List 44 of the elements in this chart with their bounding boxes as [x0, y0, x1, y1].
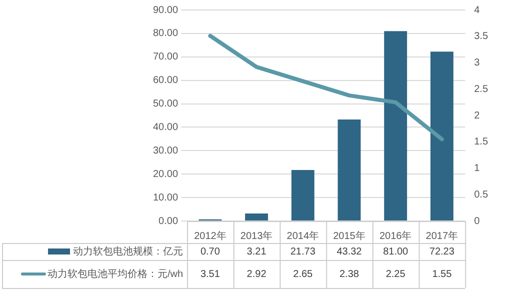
x-tick-label: 2014年 [286, 230, 320, 242]
data-label: 81.00 [383, 246, 409, 258]
y2-tick-label: 2.5 [474, 84, 488, 95]
y-tick-label: 30.00 [152, 145, 178, 156]
data-label: 3.21 [246, 246, 267, 258]
y-tick-label: 70.00 [152, 52, 178, 63]
x-tick-label: 2017年 [426, 230, 458, 242]
x-tick-label: 2013年 [240, 230, 273, 242]
y-tick-label: 20.00 [152, 168, 178, 180]
x-tick-label: 2012年 [194, 230, 226, 242]
y-tick-label: 80.00 [152, 28, 178, 40]
data-label: 0.70 [200, 246, 220, 258]
bar [338, 119, 361, 220]
y2-tick-label: 0 [474, 216, 480, 227]
data-label: 43.32 [336, 246, 362, 258]
data-label: 3.51 [200, 268, 220, 280]
legend-label: 动力软包电池平均价格：元/wh [47, 268, 184, 280]
x-tick-label: 2016年 [379, 230, 412, 242]
y2-tick-label: 1.5 [474, 136, 488, 148]
data-label: 1.55 [432, 268, 452, 280]
y2-tick-label: 2 [474, 110, 480, 122]
y-tick-label: 10.00 [152, 192, 178, 204]
y2-tick-label: 1 [474, 163, 480, 174]
data-label: 2.65 [293, 268, 314, 280]
data-label: 21.73 [290, 246, 316, 258]
bar [430, 52, 454, 220]
y-tick-label: 60.00 [152, 75, 178, 86]
bar [291, 170, 314, 220]
legend-label: 动力软包电池规模：亿元 [73, 245, 184, 258]
data-label: 2.25 [386, 268, 406, 280]
data-label: 2.38 [340, 268, 360, 280]
y-tick-label: 50.00 [152, 98, 178, 110]
data-label: 2.92 [246, 268, 267, 280]
y-tick-label: 90.00 [152, 4, 178, 16]
x-tick-label: 2015年 [333, 230, 366, 242]
y2-tick-label: 3.5 [474, 31, 488, 42]
bar [384, 31, 408, 220]
data-label: 72.23 [429, 246, 455, 258]
y2-tick-label: 3 [474, 58, 480, 68]
y2-tick-label: 4 [474, 4, 480, 16]
y2-tick-label: 0.5 [474, 189, 488, 200]
bar [245, 213, 268, 220]
y-tick-label: 0.00 [158, 216, 178, 227]
y-tick-label: 40.00 [152, 122, 178, 133]
